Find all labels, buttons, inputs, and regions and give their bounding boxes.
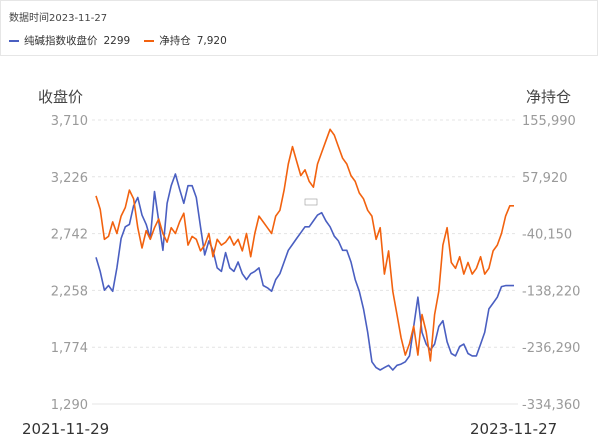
grid-lines [92, 119, 518, 405]
data-time-label: 数据时间2023-11-27 [9, 13, 108, 24]
legend-swatch-orange [144, 39, 155, 42]
right-axis-title: 净持仓 [526, 88, 571, 106]
legend-item-net-position[interactable]: 净持仓 7,920 [144, 33, 227, 48]
left-tick-label: 3,226 [51, 171, 88, 186]
series [95, 128, 514, 371]
legend-name: 纯碱指数收盘价 [24, 35, 98, 47]
left-tick-label: 3,710 [51, 114, 88, 129]
right-tick-label: -236,290 [522, 341, 580, 356]
header-bar: 数据时间2023-11-27 纯碱指数收盘价 2299 净持仓 7,920 [0, 0, 598, 56]
legend-value: 2299 [103, 34, 131, 47]
legend-value: 7,920 [196, 34, 227, 47]
left-tick-label: 1,290 [51, 398, 88, 413]
right-tick-label: -334,360 [522, 398, 580, 413]
right-tick-label: 155,990 [522, 114, 576, 129]
left-axis-title: 收盘价 [38, 88, 83, 106]
left-tick-label: 1,774 [51, 341, 88, 356]
legend-name: 净持仓 [159, 35, 191, 47]
right-tick-label: 57,920 [522, 171, 568, 186]
x-start-date: 2021-11-29 [22, 420, 109, 438]
legend-swatch-blue [9, 39, 19, 42]
left-tick-label: 2,258 [51, 284, 88, 299]
x-end-date: 2023-11-27 [470, 420, 557, 438]
axes: 收盘价 净持仓 3,710 155,990 3,226 57,920 2,742 -40,… [38, 88, 580, 413]
series-line-net-position [95, 128, 514, 362]
right-tick-label: -40,150 [522, 228, 572, 243]
x-axis-labels: 2021-11-29 2023-11-27 [22, 420, 557, 438]
left-tick-label: 2,742 [51, 228, 88, 243]
right-tick-label: -138,220 [522, 284, 580, 299]
small-marker-icon [304, 198, 318, 206]
series-line-close-price [95, 173, 514, 371]
legend-item-close-price[interactable]: 纯碱指数收盘价 2299 [9, 33, 130, 48]
legend: 纯碱指数收盘价 2299 净持仓 7,920 [9, 33, 241, 48]
